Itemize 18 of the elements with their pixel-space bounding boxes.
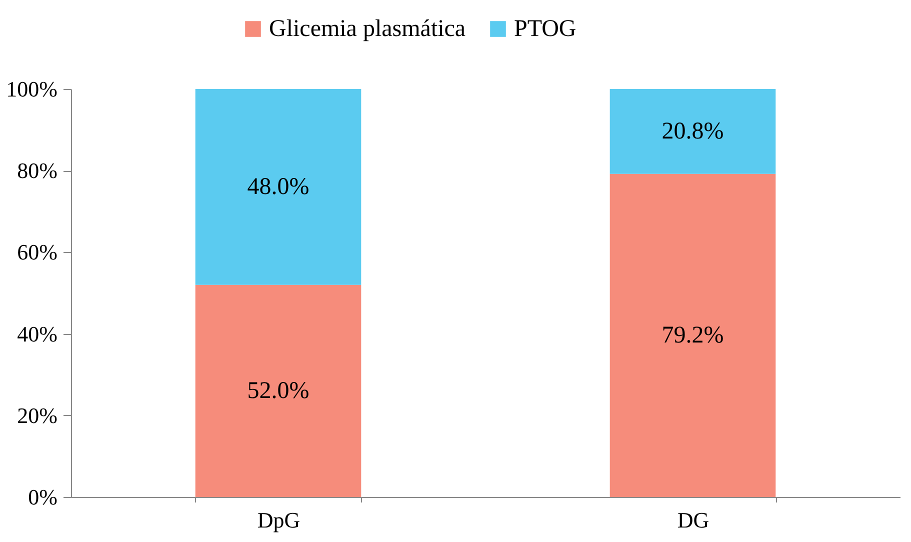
- x-tick-label: DpG: [257, 508, 300, 532]
- data-label: 52.0%: [247, 378, 310, 404]
- y-tick-label: 100%: [6, 76, 58, 102]
- y-tick-label: 0%: [28, 484, 58, 510]
- data-label: 48.0%: [247, 174, 310, 200]
- x-tick-label: DG: [677, 508, 710, 532]
- bar: [610, 174, 776, 497]
- y-tick-label: 60%: [17, 240, 58, 265]
- bar: [195, 89, 362, 285]
- data-label: 79.2%: [662, 322, 724, 348]
- y-tick-label: 80%: [17, 158, 58, 184]
- legend-label: PTOG: [514, 16, 576, 42]
- bar: [195, 284, 362, 497]
- bar: [610, 89, 776, 174]
- data-label: 20.8%: [662, 118, 724, 144]
- legend-label: Glicemia plasmática: [269, 16, 466, 42]
- y-tick-label: 20%: [17, 402, 58, 428]
- y-tick-label: 40%: [17, 321, 58, 346]
